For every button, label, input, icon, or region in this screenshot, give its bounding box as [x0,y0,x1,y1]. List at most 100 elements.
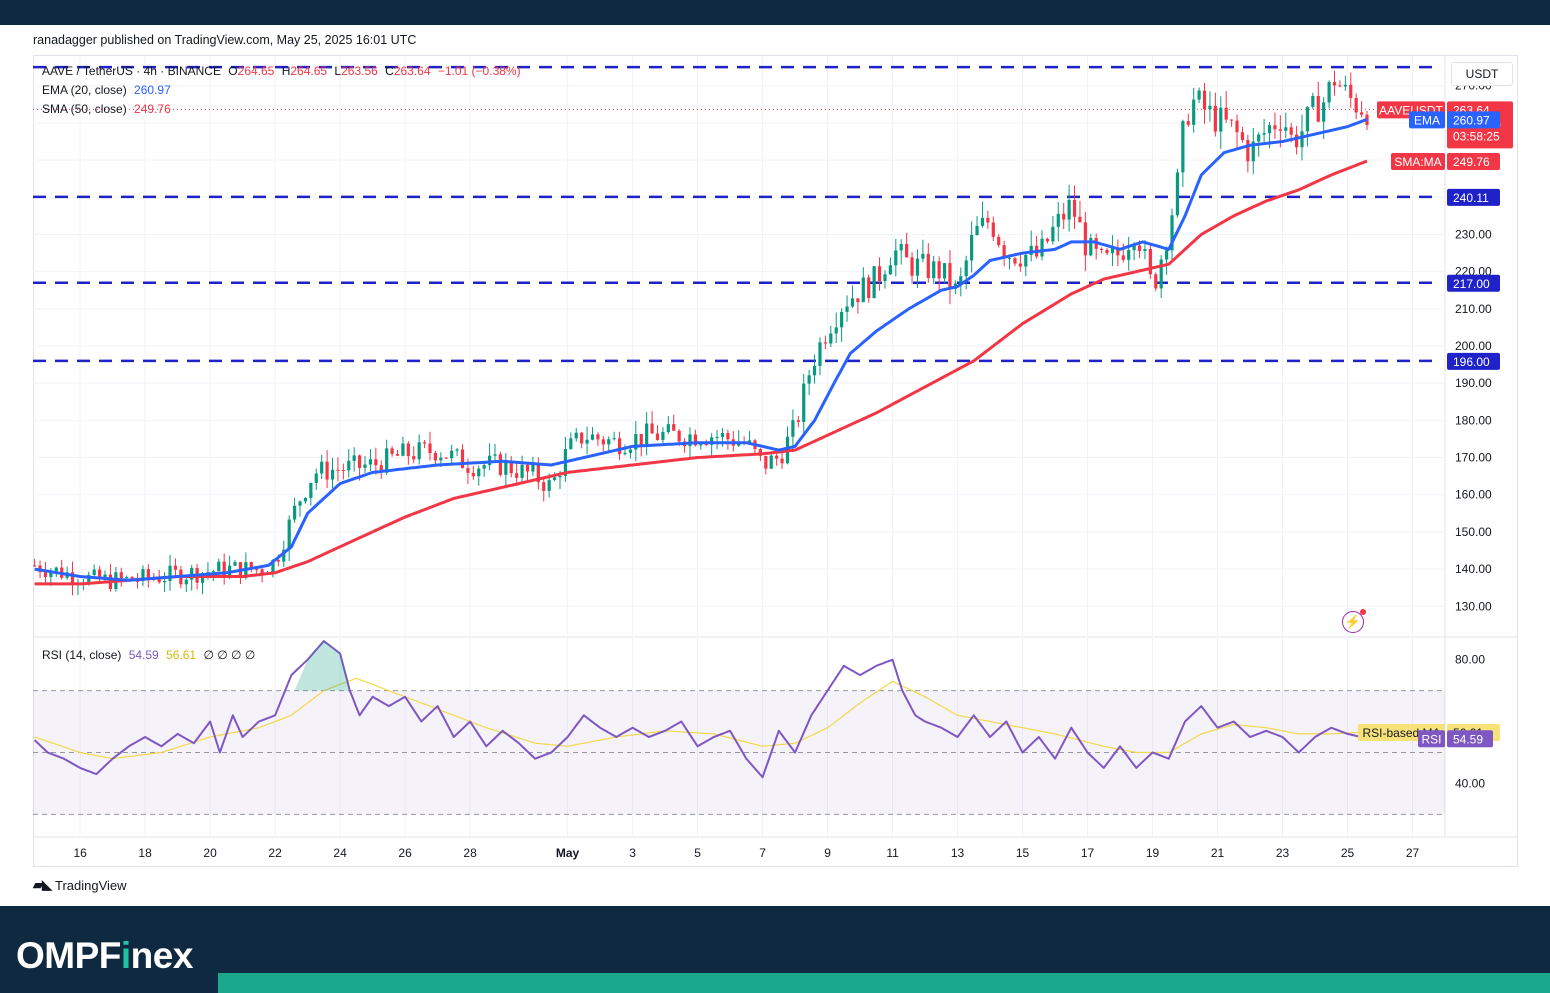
candle-body [444,457,448,459]
candle-body [1110,248,1115,254]
time-tick-label: 21 [1211,846,1225,860]
candle-body [460,449,465,469]
sma-legend[interactable]: SMA (50, close) 249.76 [42,102,171,116]
candle-body [385,448,389,473]
currency-button[interactable]: USDT [1451,62,1513,86]
candle-body [1257,134,1261,142]
candle-body [249,562,253,570]
candle-body [1148,249,1152,275]
candle-body [932,261,936,279]
price-tick-label: 230.00 [1455,227,1492,241]
ema-legend[interactable]: EMA (20, close) 260.97 [42,83,171,97]
candle-body [1300,131,1304,148]
time-tick-label: 23 [1276,846,1290,860]
candle-body [173,565,178,570]
candle-body [1170,215,1174,251]
candle-body [1137,245,1142,251]
time-tick-label: 19 [1146,846,1160,860]
candle-body [406,443,410,457]
ema-value: 260.97 [134,83,171,97]
candle-body [1013,258,1017,264]
candle-body [796,420,800,422]
time-tick-label: 28 [463,846,477,860]
candle-body [255,569,259,571]
candle-body [412,456,416,460]
candle-body [303,497,308,502]
candle-body [287,519,291,550]
rsi-legend[interactable]: RSI (14, close) 54.59 56.61 ∅ ∅ ∅ ∅ [42,648,255,662]
candle-body [612,438,616,440]
candle-body [1219,107,1223,132]
candle-body [818,342,822,366]
candle-body [1159,259,1163,289]
candle-body [1327,82,1331,103]
candle-body [1072,199,1077,217]
time-tick-label: 15 [1016,846,1030,860]
rsi-ma-line [34,677,1368,760]
candle-body [1056,213,1060,227]
candle-body [910,257,914,276]
rsi-ma-value: 56.61 [166,648,197,662]
candle-body [395,454,400,456]
rsi-value-tag-bg [1447,730,1493,748]
tradingview-logo[interactable]: ▰◣ TradingView [33,877,127,893]
candle-body [807,375,811,384]
price-tick-label: 160.00 [1455,488,1492,502]
candle-body [450,450,454,459]
candle-body [487,455,492,466]
ohlc-low-label: L [334,64,342,78]
candle-body [146,569,150,579]
candle-body [217,561,221,572]
lightning-icon[interactable]: ⚡ [1342,609,1366,633]
candle-body [325,461,329,480]
candle-body [1305,106,1310,132]
candle-body [482,465,486,469]
candle-body [617,438,622,455]
symbol-legend[interactable]: AAVE / TetherUS · 4h · BINANCE O264.65 H… [42,64,521,78]
candle-body [379,465,383,473]
sma-label: SMA (50, close) [42,102,127,116]
candle-body [536,464,540,483]
candle-body [861,277,865,303]
candle-body [141,569,145,582]
candle-body [948,263,952,289]
candle-body [1289,127,1293,135]
ema-tag-bg [1409,111,1445,129]
time-tick-label: 5 [694,846,701,860]
candle-body [1316,96,1320,122]
candle-body [282,549,286,562]
candle-body [997,236,1001,246]
candle-body [980,217,985,226]
candle-body [1230,119,1234,121]
candle-body [1116,248,1120,256]
last-price-tag-text: 03:58:25 [1453,129,1500,143]
rsi-line [33,640,1368,779]
candle-body [276,559,280,562]
candle-body [1343,84,1347,87]
candle-body [1284,127,1288,131]
candle-body [1175,172,1180,216]
candle-body [520,464,524,478]
brand-part-c: nex [130,935,194,976]
footer-accent-bar [218,973,1550,993]
symbol-name: AAVE / TetherUS · 4h · BINANCE [42,64,221,78]
candle-body [1262,133,1266,135]
candle-body [477,468,481,477]
candle-body [341,469,345,471]
candle-body [363,464,367,468]
ohlc-high-label: H [281,64,291,78]
candle-body [233,562,237,566]
candle-body [1127,250,1131,260]
ema-tag-text: EMA [1414,113,1440,127]
candle-body [466,468,470,473]
candle-body [1002,245,1006,259]
candle-body [260,569,264,574]
sma-value: 249.76 [134,102,171,116]
candle-body [493,454,497,456]
candle-body [1235,120,1239,133]
time-tick-label: 11 [886,846,899,860]
candle-body [1278,129,1282,131]
sma-tag-bg [1391,152,1445,170]
candle-body [926,253,930,279]
